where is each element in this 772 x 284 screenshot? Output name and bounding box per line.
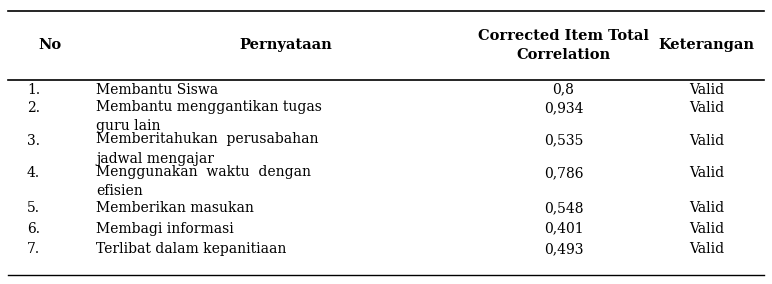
Text: Membantu menggantikan tugas
guru lain: Membantu menggantikan tugas guru lain [96,100,323,133]
Text: 0,934: 0,934 [543,101,584,115]
Text: Valid: Valid [689,101,724,115]
Text: 0,8: 0,8 [553,83,574,97]
Text: Terlibat dalam kepanitiaan: Terlibat dalam kepanitiaan [96,242,287,256]
Text: Pernyataan: Pernyataan [239,38,332,53]
Text: Menggunakan  waktu  dengan
efisien: Menggunakan waktu dengan efisien [96,165,311,198]
Text: 6.: 6. [27,222,40,236]
Text: Memberitahukan  perusabahan
jadwal mengajar: Memberitahukan perusabahan jadwal mengaj… [96,132,319,166]
Text: Valid: Valid [689,201,724,215]
Text: Memberikan masukan: Memberikan masukan [96,201,255,215]
Text: No: No [39,38,62,53]
Text: 4.: 4. [27,166,40,180]
Text: 0,535: 0,535 [543,134,584,148]
Text: 3.: 3. [27,134,40,148]
Text: Membantu Siswa: Membantu Siswa [96,83,218,97]
Text: 0,493: 0,493 [543,242,584,256]
Text: Valid: Valid [689,83,724,97]
Text: 2.: 2. [27,101,40,115]
Text: Valid: Valid [689,166,724,180]
Text: Valid: Valid [689,222,724,236]
Text: 0,786: 0,786 [543,166,584,180]
Text: 0,548: 0,548 [543,201,584,215]
Text: 1.: 1. [27,83,40,97]
Text: Keterangan: Keterangan [659,38,754,53]
Text: 7.: 7. [27,242,40,256]
Text: Valid: Valid [689,134,724,148]
Text: Valid: Valid [689,242,724,256]
Text: 5.: 5. [27,201,40,215]
Text: Membagi informasi: Membagi informasi [96,222,234,236]
Text: 0,401: 0,401 [543,222,584,236]
Text: Corrected Item Total
Correlation: Corrected Item Total Correlation [478,29,649,62]
